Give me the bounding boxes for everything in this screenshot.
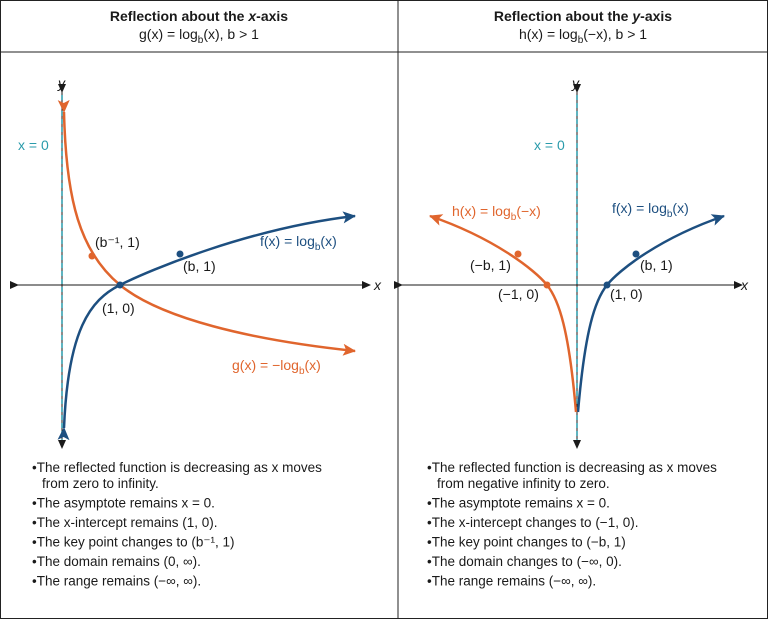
key-point [632, 250, 640, 258]
bullet-text: •The key point changes to (b⁻¹, 1) [32, 535, 234, 550]
intercept-point [116, 281, 124, 289]
bullet-text: •The key point changes to (−b, 1) [427, 535, 626, 550]
y-axis-label: y [571, 75, 580, 91]
point-label: (1, 0) [610, 286, 643, 302]
key-point [176, 250, 184, 258]
point-label: (1, 0) [102, 300, 135, 316]
y-axis-label: y [57, 75, 66, 91]
panel-formula: g(x) = logb(x), b > 1 [139, 26, 259, 46]
bullet-text: •The asymptote remains x = 0. [427, 496, 610, 511]
bullet-text: •The x-intercept changes to (−1, 0). [427, 515, 638, 530]
intercept-point [543, 281, 551, 289]
bullet-text: •The domain remains (0, ∞). [32, 554, 201, 569]
point-label: (−b, 1) [470, 257, 511, 273]
reflected-label: h(x) = logb(−x) [452, 203, 541, 223]
x-axis-label: x [373, 277, 382, 293]
asymptote-label: x = 0 [534, 137, 565, 153]
bullet-text: •The domain changes to (−∞, 0). [427, 554, 622, 569]
key-point [514, 250, 522, 258]
x-axis-label: x [740, 277, 749, 293]
reflected-label: g(x) = −logb(x) [232, 357, 321, 377]
original-label: f(x) = logb(x) [612, 200, 689, 220]
original-curve [576, 214, 725, 413]
bullet-list: •The reflected function is decreasing as… [32, 460, 322, 589]
asymptote-label: x = 0 [18, 137, 49, 153]
bullet-text: from zero to infinity. [42, 476, 159, 491]
bullet-text: •The asymptote remains x = 0. [32, 496, 215, 511]
panel-title: Reflection about the y-axis [494, 8, 672, 24]
point-label: (b, 1) [640, 257, 673, 273]
point-label: (b, 1) [183, 258, 216, 274]
bullet-text: •The reflected function is decreasing as… [32, 460, 322, 475]
bullet-list: •The reflected function is decreasing as… [427, 460, 717, 589]
bullet-text: •The x-intercept remains (1, 0). [32, 515, 218, 530]
intercept-point [603, 281, 611, 289]
point-label: (−1, 0) [498, 286, 539, 302]
panel-formula: h(x) = logb(−x), b > 1 [519, 26, 647, 46]
key-point [88, 252, 96, 260]
reflected-curve [429, 214, 578, 413]
bullet-text: •The reflected function is decreasing as… [427, 460, 717, 475]
bullet-text: from negative infinity to zero. [437, 476, 610, 491]
original-label: f(x) = logb(x) [260, 233, 337, 253]
bullet-text: •The range remains (−∞, ∞). [32, 574, 201, 589]
panel-title: Reflection about the x-axis [110, 8, 288, 24]
bullet-text: •The range remains (−∞, ∞). [427, 574, 596, 589]
point-label: (b⁻¹, 1) [95, 234, 140, 250]
